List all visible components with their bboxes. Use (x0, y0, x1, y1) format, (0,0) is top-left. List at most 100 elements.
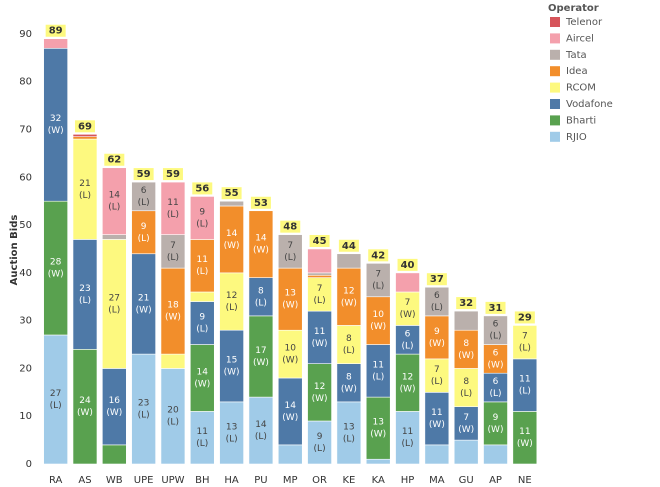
bar-segment (336, 267, 362, 326)
segment-result: (W) (517, 439, 533, 449)
bar-segment (131, 181, 156, 212)
bar-segment (219, 329, 244, 403)
bar-segment (219, 205, 244, 274)
x-tick-label: UPE (134, 475, 154, 486)
bar-segment (72, 136, 98, 140)
total-badge (192, 182, 213, 195)
segment-result: (W) (106, 408, 122, 418)
legend-label: Bharti (566, 115, 596, 126)
bar-segment (189, 239, 215, 293)
segment-label: 11 (519, 427, 530, 437)
total-badge (514, 311, 535, 324)
total-badge (104, 153, 125, 166)
bar-segment (160, 368, 186, 465)
bar-segment (512, 358, 538, 412)
bar-segment (102, 368, 127, 446)
total-label: 44 (342, 241, 356, 252)
segment-result: (W) (165, 313, 181, 323)
segment-result: (L) (372, 282, 384, 292)
total-label: 32 (459, 298, 473, 309)
segment-result: (L) (284, 253, 296, 263)
bar-segment (131, 210, 156, 255)
bar-segment (277, 377, 303, 446)
segment-result: (W) (370, 430, 386, 440)
bar-segment (277, 329, 303, 379)
segment-label: 18 (167, 301, 179, 311)
bar-segment (72, 349, 98, 465)
x-tick-label: BH (195, 475, 209, 486)
legend-label: Vodafone (566, 99, 613, 110)
segment-result: (W) (253, 246, 269, 256)
segment-result: (W) (48, 126, 64, 136)
segment-result: (W) (224, 241, 240, 251)
bar-segment (189, 196, 215, 240)
bar-segment (336, 363, 362, 403)
bar-segment (189, 344, 215, 412)
segment-result: (L) (196, 219, 208, 229)
total-label: 62 (107, 155, 121, 166)
x-tick-label: NE (518, 475, 532, 486)
segment-result: (L) (372, 372, 384, 382)
bar-segment (483, 344, 508, 374)
segment-result: (L) (489, 332, 501, 342)
segment-label: 7 (434, 365, 440, 375)
bar-segment (365, 344, 391, 398)
bar-segment (72, 138, 98, 240)
bar-segment (307, 272, 332, 276)
segment-result: (L) (343, 346, 355, 356)
segment-result: (W) (400, 310, 416, 320)
segment-label: 8 (346, 334, 352, 344)
bar-segment (395, 353, 420, 412)
segment-result: (W) (429, 339, 445, 349)
total-label: 89 (49, 26, 63, 37)
segment-label: 6 (493, 320, 499, 330)
bar-segment (277, 267, 303, 331)
total-badge (456, 297, 477, 310)
bar-segment (453, 439, 479, 465)
segment-label: 28 (50, 258, 62, 268)
bar-segment (43, 47, 68, 202)
total-badge (368, 249, 389, 262)
bar-segment (512, 411, 538, 465)
legend-swatch (550, 99, 560, 109)
bar-segment (307, 248, 332, 274)
bar-segment (160, 267, 186, 355)
segment-label: 12 (314, 382, 325, 392)
segment-label: 12 (343, 286, 354, 296)
bar-segment (102, 444, 127, 465)
bar-segment (395, 325, 420, 355)
x-tick-label: KA (372, 475, 385, 486)
segment-label: 8 (463, 339, 469, 349)
total-badge (221, 187, 242, 200)
segment-result: (L) (79, 296, 91, 306)
segment-label: 9 (317, 432, 323, 442)
y-tick-label: 0 (26, 459, 32, 470)
segment-result: (L) (196, 439, 208, 449)
segment-label: 7 (317, 284, 323, 294)
total-label: 40 (401, 260, 415, 271)
legend-swatch (550, 17, 560, 27)
bar-segment (43, 38, 68, 49)
x-tick-label: MA (429, 475, 445, 486)
bar-segment (307, 363, 332, 422)
segment-label: 7 (375, 270, 381, 280)
total-label: 45 (313, 236, 327, 247)
segment-label: 16 (109, 396, 121, 406)
x-tick-label: UPW (161, 475, 184, 486)
bar-segment (160, 234, 186, 269)
segment-result: (L) (196, 267, 208, 277)
bar-segment (483, 315, 508, 345)
segment-result: (L) (167, 253, 179, 263)
segment-result: (L) (255, 298, 267, 308)
segment-result: (L) (226, 303, 238, 313)
bar-segment (336, 401, 362, 465)
segment-result: (W) (136, 305, 152, 315)
bar-segment (424, 444, 450, 465)
segment-result: (L) (196, 325, 208, 335)
legend-label: Aircel (566, 33, 594, 44)
segment-label: 11 (431, 408, 442, 418)
total-label: 59 (166, 169, 180, 180)
bar-segment (365, 296, 391, 345)
bar-segment (72, 239, 98, 350)
bar-segment (453, 368, 479, 407)
